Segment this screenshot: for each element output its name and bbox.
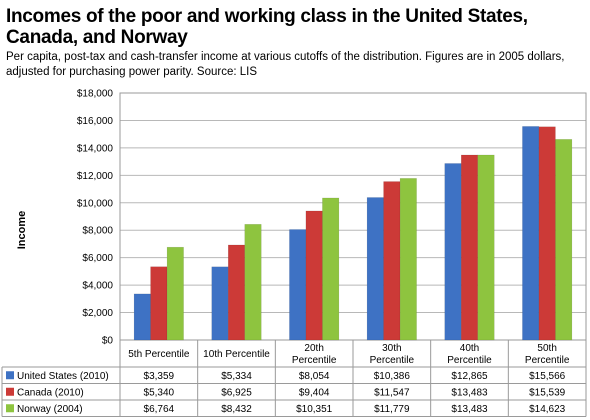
y-tick-label: $6,000 <box>82 253 113 264</box>
legend-label: Norway (2004) <box>17 404 83 415</box>
bar <box>461 154 478 341</box>
y-tick-label: $0 <box>102 336 114 347</box>
bar <box>538 126 556 341</box>
data-label: $11,547 <box>374 387 410 398</box>
legend-swatch <box>6 387 14 396</box>
bar <box>305 210 323 341</box>
legend-label: United States (2010) <box>17 371 109 382</box>
y-tick-label: $16,000 <box>77 116 114 127</box>
legend-swatch <box>6 371 14 380</box>
data-label: $5,334 <box>221 371 252 382</box>
data-label: $8,432 <box>221 404 252 415</box>
category-label: 50th Percentile <box>525 343 570 366</box>
data-label: $14,623 <box>529 404 566 415</box>
legend-label: Canada (2010) <box>17 387 84 398</box>
data-label: $15,566 <box>529 371 566 382</box>
legend-swatch <box>6 404 14 413</box>
y-tick-label: $10,000 <box>77 198 114 209</box>
bar <box>399 178 417 341</box>
category-label: 30th Percentile <box>370 343 415 366</box>
data-label: $5,340 <box>144 387 175 398</box>
chart-title: Incomes of the poor and working class in… <box>6 6 528 48</box>
data-label: $15,539 <box>529 387 566 398</box>
bar <box>133 293 151 341</box>
bar <box>555 139 573 341</box>
data-label: $12,865 <box>451 371 488 382</box>
bar <box>366 197 384 341</box>
data-label: $9,404 <box>299 387 330 398</box>
bar <box>244 224 262 341</box>
y-tick-label: $14,000 <box>77 143 114 154</box>
y-tick-label: $4,000 <box>82 281 113 292</box>
data-label: $11,779 <box>374 404 410 415</box>
category-label: 5th Percentile <box>128 349 190 360</box>
category-label: 20th Percentile <box>292 343 337 366</box>
bar <box>211 266 229 341</box>
bar <box>228 244 245 341</box>
bar <box>322 197 340 341</box>
bar <box>444 163 462 341</box>
data-label: $10,386 <box>374 371 411 382</box>
data-label: $6,764 <box>144 404 175 415</box>
data-label: $6,925 <box>221 387 252 398</box>
bar <box>522 126 540 341</box>
bar <box>289 229 307 341</box>
data-label: $13,483 <box>451 404 488 415</box>
data-label: $10,351 <box>296 404 333 415</box>
data-label: $3,359 <box>144 371 175 382</box>
bar <box>166 246 184 341</box>
bar <box>477 154 495 341</box>
bar <box>383 181 401 341</box>
bar <box>150 266 168 341</box>
y-tick-label: $2,000 <box>82 308 113 319</box>
category-label: 10th Percentile <box>203 349 270 360</box>
category-label: 40th Percentile <box>447 343 492 366</box>
y-tick-label: $8,000 <box>82 226 113 237</box>
plot-border <box>119 92 587 341</box>
y-tick-label: $18,000 <box>77 89 114 100</box>
data-label: $8,054 <box>299 371 330 382</box>
chart-subtitle: Per capita, post-tax and cash-transfer i… <box>6 51 565 78</box>
data-label: $13,483 <box>451 387 488 398</box>
y-tick-label: $12,000 <box>77 171 114 182</box>
